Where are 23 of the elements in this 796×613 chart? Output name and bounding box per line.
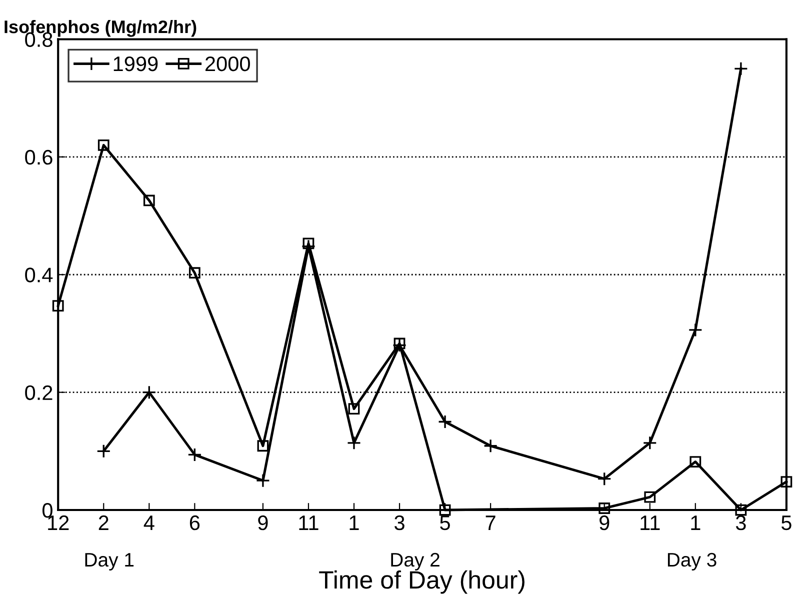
x-tick-label: 5 bbox=[440, 516, 450, 530]
x-axis-title: Time of Day (hour) bbox=[319, 570, 524, 594]
x-tick-label: 2 bbox=[98, 515, 108, 530]
y-tick-label: 0.4 bbox=[25, 268, 53, 282]
x-tick-label: 3 bbox=[394, 515, 404, 530]
text: Day 3 bbox=[668, 552, 716, 571]
text: Day 2 bbox=[391, 552, 440, 571]
x-tick-label: 9 bbox=[600, 515, 610, 530]
y-tick-label: 0.2 bbox=[25, 385, 52, 400]
x-tick-label: 1 bbox=[691, 516, 700, 530]
x-tick-label: 5 bbox=[781, 516, 792, 530]
x-tick-label: 4 bbox=[144, 516, 154, 530]
y-tick-label: 0.6 bbox=[25, 150, 52, 165]
x-tick-label: 9 bbox=[258, 515, 268, 530]
x-tick-label: 11 bbox=[299, 516, 318, 530]
x-tick-label: 3 bbox=[736, 515, 746, 530]
x-tick-label: 7 bbox=[486, 516, 496, 530]
text: Day 1 bbox=[85, 553, 134, 571]
legend-label: 1999 bbox=[114, 56, 158, 72]
legend-label: 2000 bbox=[205, 56, 250, 72]
x-tick-label: 1 bbox=[350, 516, 359, 530]
x-tick-label: 6 bbox=[190, 515, 200, 530]
x-tick-label: 11 bbox=[640, 516, 660, 530]
